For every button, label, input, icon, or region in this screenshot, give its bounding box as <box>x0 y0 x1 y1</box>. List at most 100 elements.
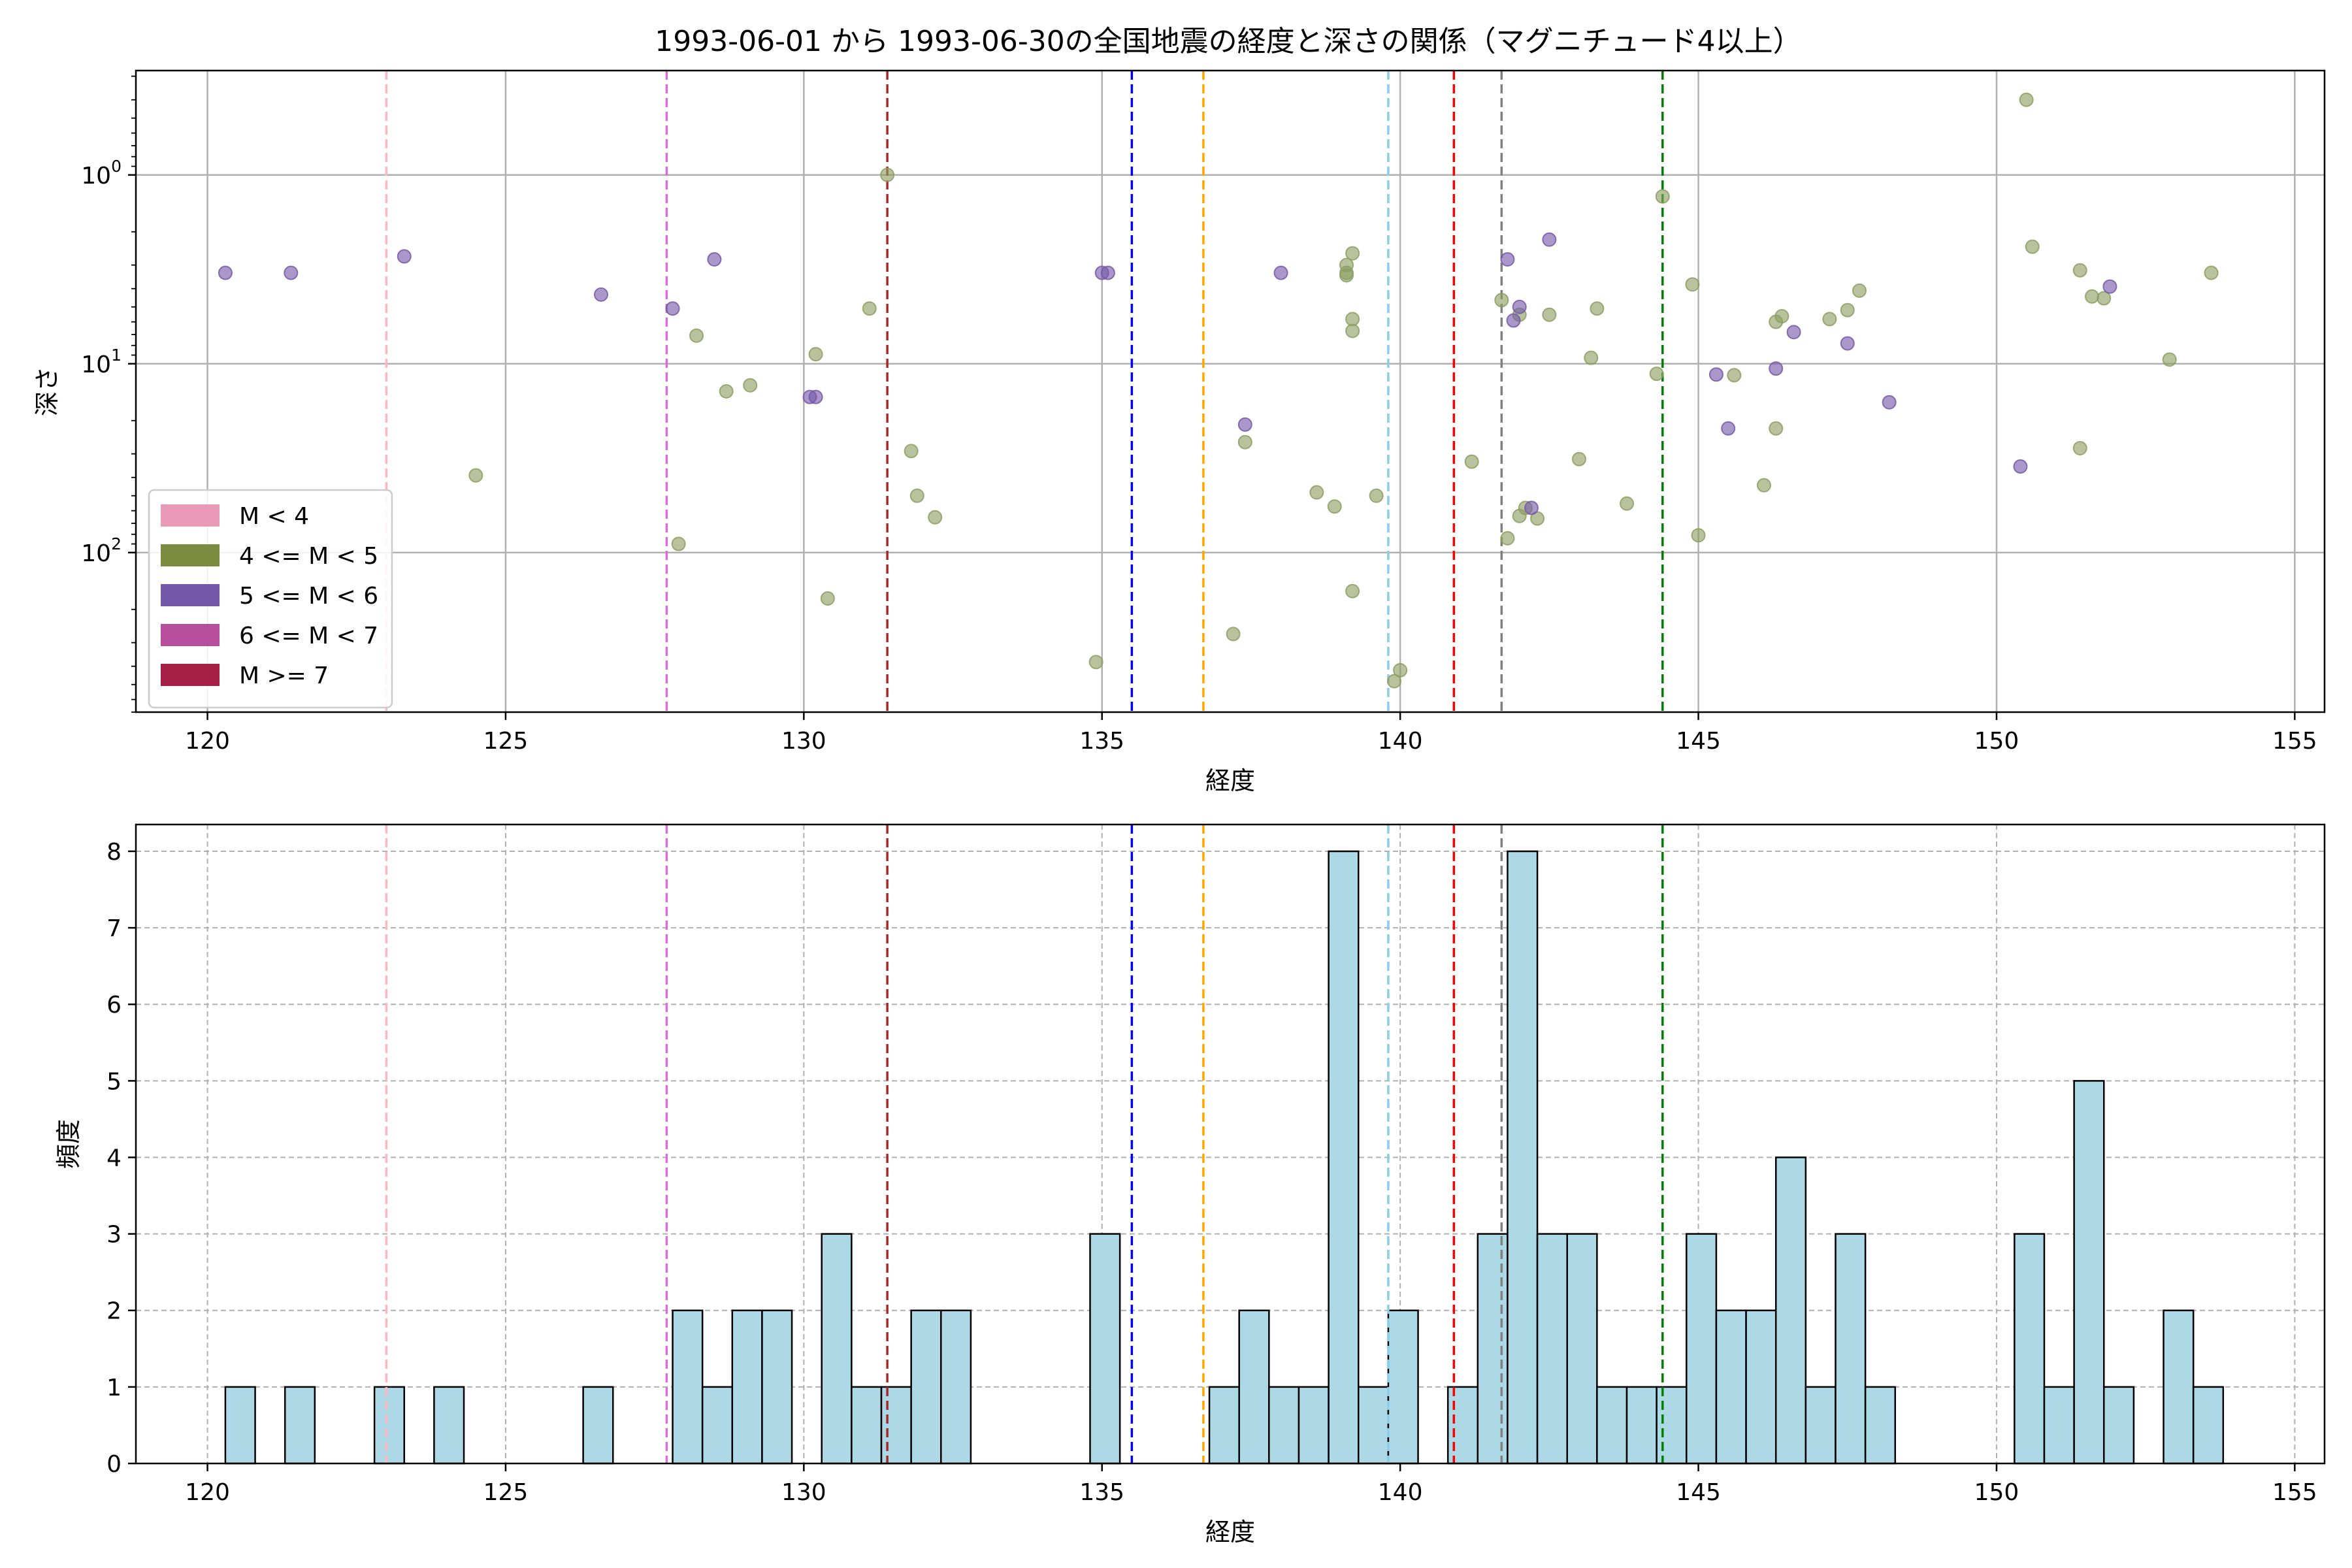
histogram-frame <box>135 823 2326 1465</box>
histogram-bar <box>1625 1386 1658 1465</box>
scatter-point <box>719 384 734 399</box>
legend-swatch <box>161 584 220 606</box>
scatter-point <box>468 468 483 483</box>
scatter-point <box>820 591 835 606</box>
histogram-bar <box>1536 1233 1568 1465</box>
histogram-bar <box>2163 1309 2195 1465</box>
scatter-y-tick-label: 102 <box>81 534 122 567</box>
scatter-point <box>1584 350 1599 365</box>
scatter-point <box>1387 674 1402 689</box>
histogram-bar <box>1328 850 1360 1465</box>
histogram-bar <box>1566 1233 1598 1465</box>
scatter-point <box>1882 395 1897 410</box>
scatter-point <box>1327 499 1342 514</box>
scatter-point <box>1840 336 1855 351</box>
scatter-point <box>2025 239 2040 254</box>
histogram-bar <box>433 1386 465 1465</box>
scatter-point <box>1727 368 1742 383</box>
scatter-point <box>1530 511 1545 526</box>
histogram-x-tick-label: 150 <box>1974 1479 2019 1506</box>
scatter-point <box>1226 627 1241 642</box>
histogram-x-axis-label: 経度 <box>1205 1518 1255 1546</box>
scatter-point <box>2085 289 2100 304</box>
scatter-x-axis-label: 経度 <box>1205 766 1255 795</box>
scatter-point <box>1500 531 1515 546</box>
histogram-x-ticks: 120 125 130 135 140 145 150 155 <box>185 1463 2317 1506</box>
histogram-bar <box>2043 1386 2075 1465</box>
scatter-point <box>904 444 919 459</box>
scatter-point <box>1691 528 1706 543</box>
scatter-point <box>665 301 680 316</box>
histogram-bar <box>672 1309 704 1465</box>
histogram-bar <box>1835 1233 1867 1465</box>
scatter-point <box>1769 421 1784 436</box>
histogram-vertical-lines <box>385 825 1664 1463</box>
scatter-point <box>808 347 823 362</box>
scatter-point <box>2162 352 2177 367</box>
scatter-y-tick-label: 100 <box>81 157 122 189</box>
histogram-bar <box>1805 1386 1837 1465</box>
scatter-point <box>1464 454 1479 469</box>
histogram-x-tick-label: 120 <box>185 1479 230 1506</box>
histogram-x-tick-label: 125 <box>483 1479 529 1506</box>
histogram-y-tick-label: 5 <box>106 1068 122 1095</box>
scatter-point <box>1620 496 1635 511</box>
scatter-point <box>397 249 412 264</box>
histogram-bar <box>2014 1233 2046 1465</box>
histogram-grid <box>136 825 2325 1464</box>
scatter-point <box>1100 265 1115 280</box>
scatter-point <box>1774 308 1789 323</box>
legend-swatch <box>161 624 220 646</box>
histogram-y-tick-label: 8 <box>106 839 122 866</box>
histogram-bar <box>821 1233 853 1465</box>
scatter-point <box>1852 283 1867 298</box>
histogram-bar <box>1656 1386 1688 1465</box>
scatter-point <box>2102 279 2117 294</box>
histogram-y-tick-label: 4 <box>106 1145 122 1171</box>
legend-swatch <box>161 664 220 686</box>
scatter-point <box>1655 189 1670 204</box>
scatter-point <box>1542 307 1557 322</box>
histogram-panel: 120 125 130 135 140 145 150 155 0 1 2 3 4 5 6 7 8 経度 頻度 <box>54 823 2326 1546</box>
scatter-x-tick-label: 150 <box>1974 728 2019 755</box>
histogram-bar <box>1268 1386 1300 1465</box>
histogram-y-tick-label: 6 <box>106 992 122 1019</box>
histogram-bar <box>1864 1386 1897 1465</box>
scatter-point <box>218 265 233 280</box>
histogram-y-ticks: 0 1 2 3 4 5 6 7 8 <box>106 839 136 1478</box>
scatter-point <box>1393 662 1408 678</box>
scatter-point <box>1590 301 1605 316</box>
histogram-bar <box>1745 1309 1777 1465</box>
legend-swatch <box>161 504 220 527</box>
scatter-point <box>1524 500 1539 515</box>
histogram-bar <box>1238 1309 1270 1465</box>
histogram-bar <box>1507 850 1539 1465</box>
histogram-bar <box>284 1386 316 1465</box>
scatter-legend: M < 4 4 <= M < 5 5 <= M < 6 6 <= M < 7 M >= … <box>148 489 393 709</box>
scatter-point <box>2072 440 2087 455</box>
scatter-point <box>2204 265 2219 280</box>
scatter-point <box>1822 312 1837 327</box>
histogram-bar <box>1715 1309 1747 1465</box>
histogram-bar <box>701 1386 734 1465</box>
scatter-point <box>1345 583 1360 598</box>
scatter-point <box>707 252 722 267</box>
scatter-point <box>1345 246 1360 261</box>
scatter-point <box>1500 252 1515 267</box>
histogram-bar <box>880 1386 912 1465</box>
histogram-bar <box>1358 1386 1390 1465</box>
histogram-bar <box>940 1309 972 1465</box>
scatter-x-tick-label: 140 <box>1378 728 1423 755</box>
histogram-x-tick-label: 140 <box>1378 1479 1423 1506</box>
scatter-point <box>1840 302 1855 318</box>
legend-label: M < 4 <box>239 503 309 530</box>
scatter-point <box>1339 265 1354 280</box>
histogram-y-tick-label: 3 <box>106 1222 122 1249</box>
scatter-y-ticks: 100 101 102 <box>81 75 136 713</box>
scatter-panel: 120 125 130 135 140 145 150 155 100 101 102 経度 深さ… <box>33 69 2326 795</box>
histogram-bar <box>910 1309 942 1465</box>
scatter-point <box>1756 478 1771 493</box>
scatter-point <box>909 488 924 503</box>
scatter-point <box>1721 421 1736 436</box>
